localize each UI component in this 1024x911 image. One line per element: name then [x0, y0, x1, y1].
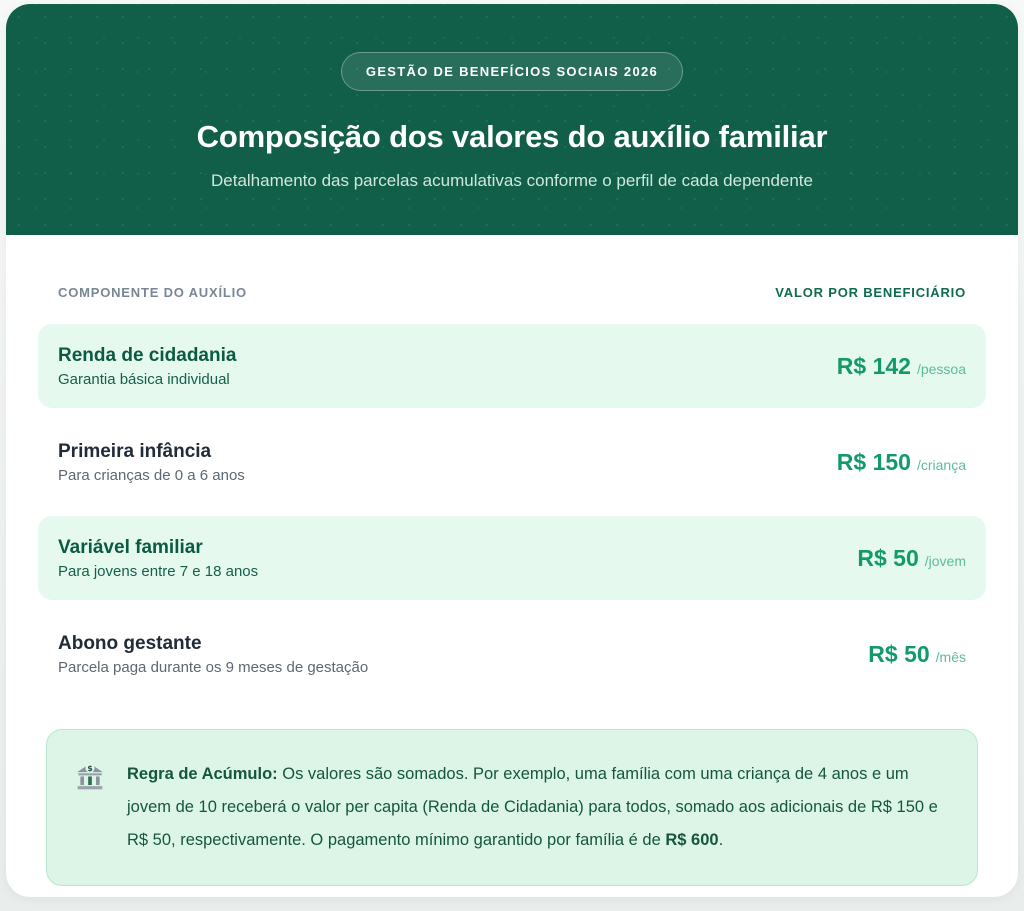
column-header-value: VALOR POR BENEFICIÁRIO [775, 285, 966, 300]
table-header: COMPONENTE DO AUXÍLIO VALOR POR BENEFICI… [38, 285, 986, 300]
row-text: Abono gestante Parcela paga durante os 9… [58, 632, 368, 677]
row-amount: R$ 50 [857, 544, 919, 571]
card-header: GESTÃO DE BENEFÍCIOS SOCIAIS 2026 Compos… [6, 4, 1018, 235]
table-row-abono-gestante: Abono gestante Parcela paga durante os 9… [38, 612, 986, 696]
accumulation-rule-note: $ Regra de Acúmulo: Os valores são somad… [46, 729, 978, 886]
table-row-renda-cidadania: Renda de cidadania Garantia básica indiv… [38, 324, 986, 408]
column-header-component: COMPONENTE DO AUXÍLIO [58, 285, 247, 300]
note-text: Regra de Acúmulo: Os valores são somados… [127, 758, 947, 857]
note-body: Os valores são somados. Por exemplo, uma… [127, 765, 938, 849]
bank-icon: $ [75, 758, 105, 797]
benefits-table: COMPONENTE DO AUXÍLIO VALOR POR BENEFICI… [6, 235, 1018, 897]
row-value: R$ 50 /mês [868, 641, 966, 668]
row-title: Renda de cidadania [58, 344, 237, 366]
row-value: R$ 50 /jovem [857, 545, 966, 572]
note-suffix: . [718, 831, 724, 849]
note-label: Regra de Acúmulo: [127, 765, 278, 783]
row-description: Parcela paga durante os 9 meses de gesta… [58, 659, 369, 677]
row-amount: R$ 142 [836, 352, 911, 379]
note-bold-value: R$ 600 [665, 831, 719, 849]
page-subtitle: Detalhamento das parcelas acumulativas c… [211, 171, 813, 190]
page-title: Composição dos valores do auxílio famili… [196, 119, 828, 154]
row-unit: /pessoa [916, 360, 966, 377]
row-text: Renda de cidadania Garantia básica indiv… [58, 344, 236, 389]
table-row-variavel-familiar: Variável familiar Para jovens entre 7 e … [38, 516, 986, 600]
row-title: Primeira infância [58, 440, 212, 462]
row-unit: /mês [935, 648, 966, 665]
row-title: Variável familiar [58, 536, 203, 558]
row-description: Para jovens entre 7 e 18 anos [58, 563, 259, 581]
row-unit: /criança [916, 456, 966, 473]
benefits-card: GESTÃO DE BENEFÍCIOS SOCIAIS 2026 Compos… [6, 4, 1018, 897]
row-text: Primeira infância Para crianças de 0 a 6… [58, 440, 245, 485]
row-value: R$ 142 /pessoa [837, 353, 966, 380]
row-text: Variável familiar Para jovens entre 7 e … [58, 536, 258, 581]
table-row-primeira-infancia: Primeira infância Para crianças de 0 a 6… [38, 420, 986, 504]
program-badge: GESTÃO DE BENEFÍCIOS SOCIAIS 2026 [340, 52, 684, 91]
row-amount: R$ 150 [836, 448, 911, 475]
row-amount: R$ 50 [868, 640, 930, 667]
svg-text:$: $ [87, 764, 93, 773]
row-title: Abono gestante [58, 632, 202, 654]
row-unit: /jovem [924, 552, 966, 569]
row-description: Garantia básica individual [58, 371, 230, 389]
row-description: Para crianças de 0 a 6 anos [58, 467, 245, 485]
row-value: R$ 150 /criança [837, 449, 966, 476]
